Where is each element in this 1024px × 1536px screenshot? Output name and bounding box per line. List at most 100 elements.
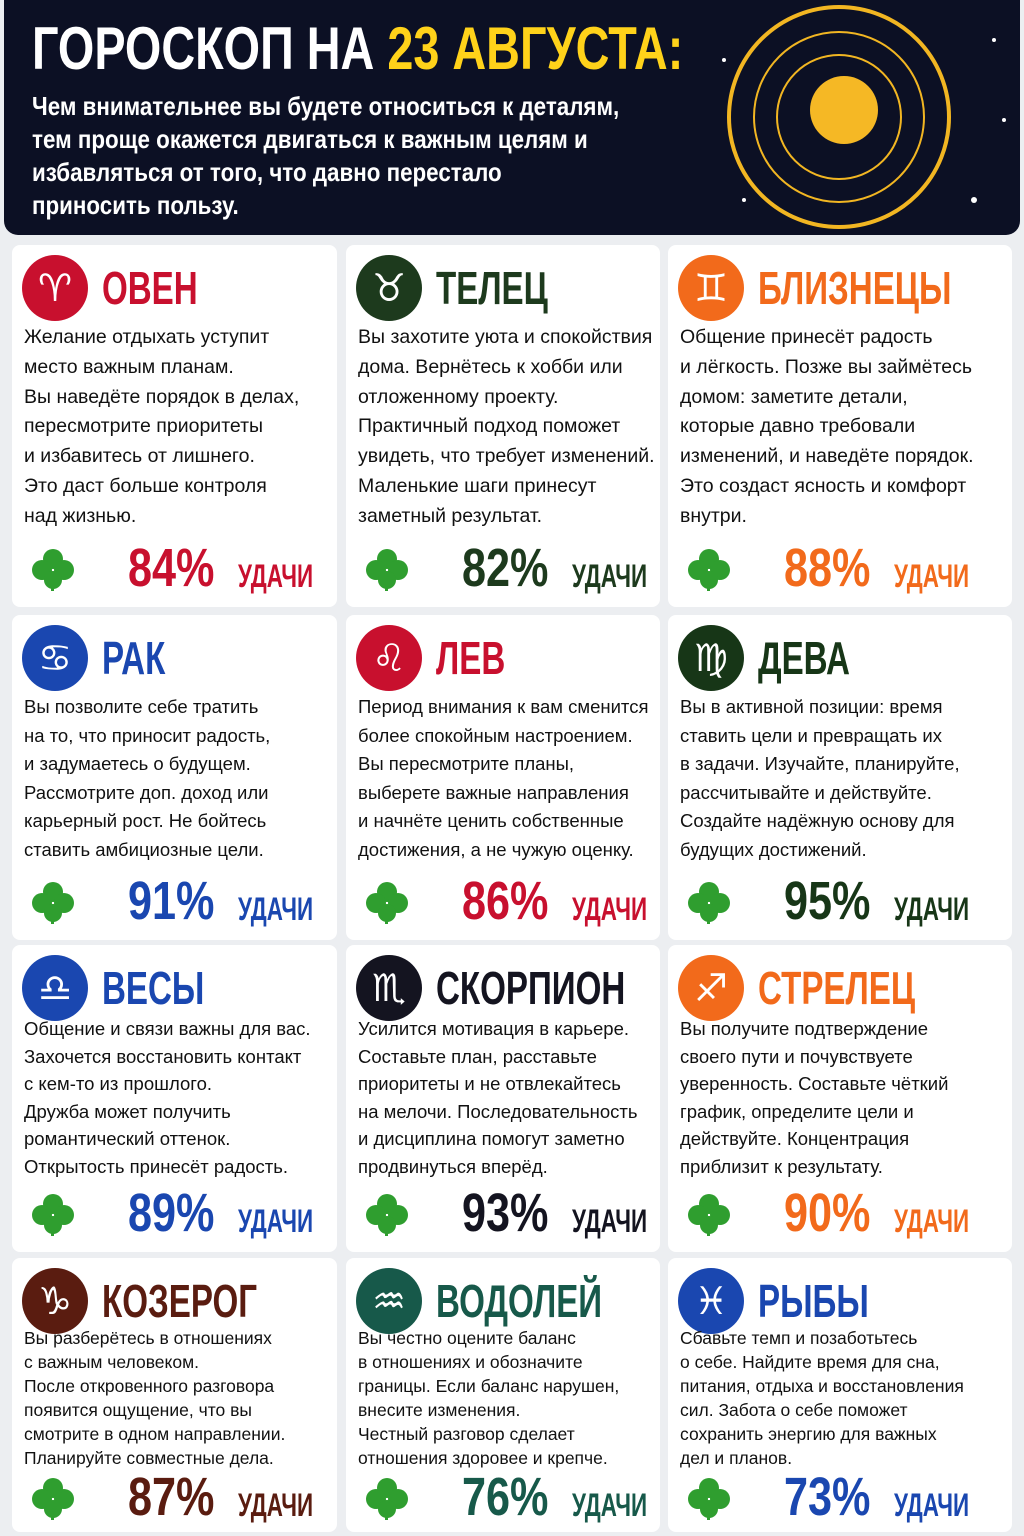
forecast-line: в задачи. Изучайте, планируйте, xyxy=(680,753,960,775)
forecast: Вы разберётесь в отношениях с важным чело… xyxy=(24,1326,285,1470)
sign-icon: ♍ xyxy=(678,625,744,691)
forecast-line: внесите изменения. xyxy=(358,1400,521,1420)
forecast: Вы получите подтверждение своего пути и п… xyxy=(680,1015,948,1181)
forecast-line: действуйте. Концентрация xyxy=(680,1128,910,1150)
forecast: Вы в активной позиции: время ставить цели… xyxy=(680,693,960,865)
forecast-line: отношения здоровее и крепче. xyxy=(358,1448,608,1468)
luck-row: 73% УДАЧИ xyxy=(686,1466,1001,1528)
forecast-line: Рассмотрите доп. доход или xyxy=(24,781,269,803)
luck-row: 89% УДАЧИ xyxy=(30,1182,345,1244)
sign-name: ВЕСЫ xyxy=(102,962,205,1014)
title-text: ГОРОСКОП НА xyxy=(32,15,375,82)
forecast-line: Дружба может получить xyxy=(24,1100,231,1122)
sign-card: ♐ СТРЕЛЕЦ Вы получите подтверждение своего … xyxy=(668,945,1012,1252)
luck-label: УДАЧИ xyxy=(238,1203,314,1239)
luck-row: 82% УДАЧИ xyxy=(364,537,679,599)
luck-percent: 89% xyxy=(128,1183,215,1243)
forecast-line: Вы в активной позиции: время xyxy=(680,696,943,717)
luck-row: 88% УДАЧИ xyxy=(686,537,1001,599)
sign-icon: ♒ xyxy=(356,1268,422,1334)
clover xyxy=(688,1194,730,1236)
forecast-line: Вы пересмотрите планы, xyxy=(358,753,575,775)
forecast-line: с важным человеком. xyxy=(24,1352,200,1372)
forecast-line: Планируйте совместные дела. xyxy=(24,1448,274,1468)
sign-name: ДЕВА xyxy=(758,632,850,684)
forecast-line: дел и планов. xyxy=(680,1448,793,1468)
subtitle: Чем внимательнее вы будете относиться к … xyxy=(32,90,619,222)
card-head: ♌ ЛЕВ xyxy=(356,625,532,691)
luck-label: УДАЧИ xyxy=(894,1203,970,1239)
clover xyxy=(366,1478,408,1520)
forecast-line: отложенному проекту. xyxy=(358,385,559,408)
forecast-line: Открытость принесёт радость. xyxy=(24,1155,289,1177)
card-head: ♒ ВОДОЛЕЙ xyxy=(356,1268,667,1334)
sign-icon: ♑ xyxy=(22,1268,88,1334)
forecast-line: дома. Вернётесь к хобби или xyxy=(358,355,623,378)
luck-label: УДАЧИ xyxy=(572,1487,648,1523)
subtitle-line: избавляться от того, что давно перестало xyxy=(32,157,502,187)
forecast-line: появится ощущение, что вы xyxy=(24,1400,252,1420)
luck-label: УДАЧИ xyxy=(894,891,970,927)
clover xyxy=(32,882,74,924)
forecast-line: Захочется восстановить контакт xyxy=(24,1045,302,1067)
forecast-line: график, определите цели и xyxy=(680,1100,914,1122)
sign-icon: ♋ xyxy=(22,625,88,691)
forecast-line: более спокойным настроением. xyxy=(358,724,633,746)
luck-label: УДАЧИ xyxy=(894,558,970,594)
forecast-line: Честный разговор сделает xyxy=(358,1424,575,1444)
forecast: Сбавьте темп и позаботьтесь о себе. Найди… xyxy=(680,1326,964,1470)
forecast-line: Желание отдыхать уступит xyxy=(24,326,270,348)
sign-card: ♓ РЫБЫ Сбавьте темп и позаботьтесь о себе. … xyxy=(668,1258,1012,1532)
card-head: ♉ ТЕЛЕЦ xyxy=(356,255,591,321)
card-head: ♋ РАК xyxy=(22,625,190,691)
sign-name: ЛЕВ xyxy=(436,632,506,684)
sign-name: ТЕЛЕЦ xyxy=(436,262,548,314)
luck-row: 76% УДАЧИ xyxy=(364,1466,679,1528)
card-head: ♐ СТРЕЛЕЦ xyxy=(678,955,976,1021)
sign-card: ♋ РАК Вы позволите себе тратить на то, что … xyxy=(12,615,337,940)
sign-card: ♌ ЛЕВ Период внимания к вам сменится более … xyxy=(346,615,660,940)
luck-row: 86% УДАЧИ xyxy=(364,870,679,932)
sign-card: ♏ СКОРПИОН Усилится мотивация в карьере. Со… xyxy=(346,945,660,1252)
luck-row: 95% УДАЧИ xyxy=(686,870,1001,932)
sign-name: СТРЕЛЕЦ xyxy=(758,962,916,1014)
sign-icon: ♈ xyxy=(22,255,88,321)
forecast-line: продвинуться вперёд. xyxy=(358,1155,548,1177)
forecast-line: Составьте план, расставьте xyxy=(358,1045,597,1067)
sign-card: ♑ КОЗЕРОГ Вы разберётесь в отношениях с важ… xyxy=(12,1258,337,1532)
forecast-line: Общение принесёт радость xyxy=(680,326,933,348)
luck-percent: 91% xyxy=(128,871,215,931)
forecast-line: сил. Забота о себе поможет xyxy=(680,1400,908,1420)
forecast-line: место важным планам. xyxy=(24,355,234,378)
forecast: Период внимания к вам сменится более спок… xyxy=(358,693,648,865)
card-head: ♊ БЛИЗНЕЦЫ xyxy=(678,255,1024,321)
forecast: Вы честно оцените баланс в отношениях и о… xyxy=(358,1326,619,1470)
sign-icon: ♓ xyxy=(678,1268,744,1334)
zodiac-wheel xyxy=(722,5,1006,229)
forecast-line: изменений, и наведёте порядок. xyxy=(680,445,974,468)
forecast-line: Создайте надёжную основу для xyxy=(680,810,955,832)
forecast-line: и дисциплина помогут заметно xyxy=(358,1128,625,1150)
luck-label: УДАЧИ xyxy=(894,1487,970,1523)
luck-percent: 88% xyxy=(784,538,871,598)
forecast-line: рассчитывайте и действуйте. xyxy=(680,781,932,803)
forecast-line: Практичный подход поможет xyxy=(358,415,621,438)
luck-percent: 86% xyxy=(462,871,549,931)
luck-label: УДАЧИ xyxy=(238,891,314,927)
luck-percent: 93% xyxy=(462,1183,549,1243)
forecast-line: Усилится мотивация в карьере. xyxy=(358,1018,629,1039)
forecast-line: будущих достижений. xyxy=(680,838,867,860)
forecast-line: домом: заметите детали, xyxy=(680,385,908,408)
sign-card: ♉ ТЕЛЕЦ Вы захотите уюта и спокойствия дома… xyxy=(346,245,660,607)
clover xyxy=(366,1194,408,1236)
forecast-line: смотрите в одном направлении. xyxy=(24,1424,286,1444)
clover xyxy=(32,1478,74,1520)
forecast-line: карьерный рост. Не бойтесь xyxy=(24,810,267,832)
forecast-line: и лёгкость. Позже вы займётесь xyxy=(680,355,972,378)
luck-row: 87% УДАЧИ xyxy=(30,1466,345,1528)
sign-icon: ♌ xyxy=(356,625,422,691)
forecast-line: Вы разберётесь в отношениях xyxy=(24,1328,272,1348)
clover xyxy=(688,549,730,591)
luck-row: 91% УДАЧИ xyxy=(30,870,345,932)
clover xyxy=(688,882,730,924)
